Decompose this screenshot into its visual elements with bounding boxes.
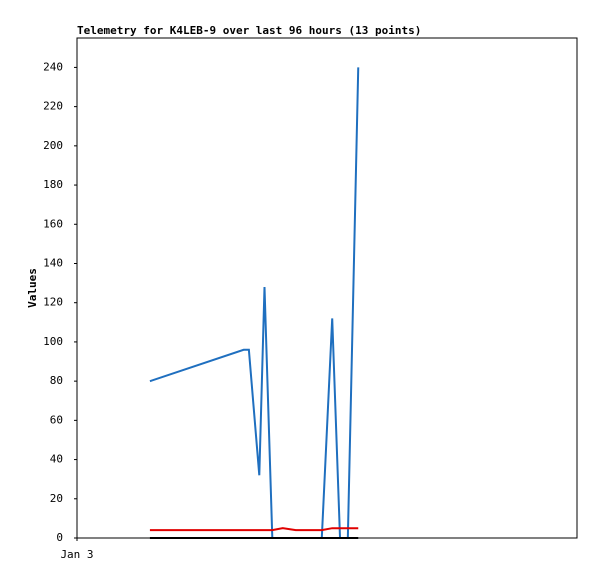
y-tick-label: 220 xyxy=(43,100,63,113)
y-tick-label: 200 xyxy=(43,139,63,152)
x-tick-label: Jan 3 xyxy=(60,548,93,561)
y-tick-label: 180 xyxy=(43,178,63,191)
y-tick-label: 0 xyxy=(56,531,63,544)
series-line xyxy=(149,527,359,532)
series-line xyxy=(149,67,360,539)
chart-title: Telemetry for K4LEB-9 over last 96 hours… xyxy=(77,24,421,37)
y-tick-label: 120 xyxy=(43,296,63,309)
y-tick-label: 100 xyxy=(43,335,63,348)
y-axis-label: Values xyxy=(26,268,39,308)
y-tick-label: 20 xyxy=(50,492,63,505)
y-tick-label: 60 xyxy=(50,413,63,426)
plot-frame xyxy=(76,37,578,539)
y-tick-label: 140 xyxy=(43,256,63,269)
y-tick-label: 80 xyxy=(50,374,63,387)
y-tick-label: 40 xyxy=(50,453,63,466)
y-tick-label: 240 xyxy=(43,60,63,73)
y-tick-label: 160 xyxy=(43,217,63,230)
